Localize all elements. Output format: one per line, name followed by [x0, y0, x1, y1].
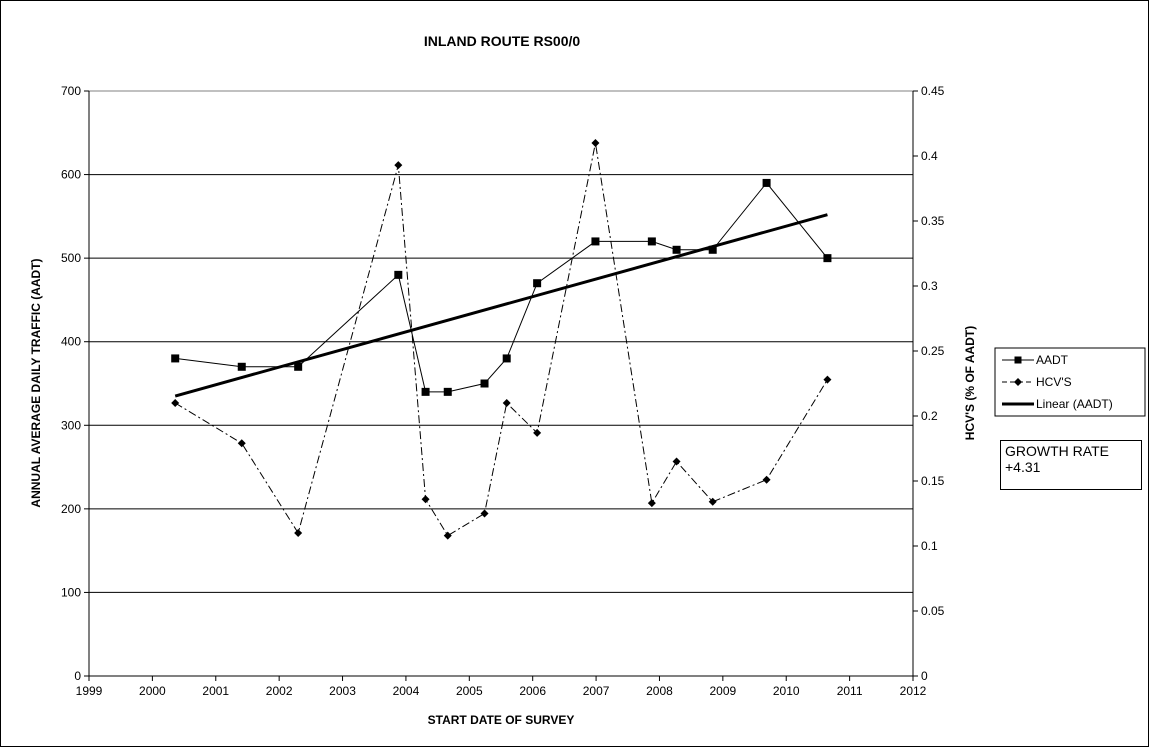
growth-rate-annotation: GROWTH RATE +4.31 — [1000, 440, 1142, 490]
axes-layer: 0 100 200 300 400 500 600 700 0 0.05 0.1 0.15 0.2 0.2… — [61, 84, 945, 698]
y-tick-label: 0 — [74, 669, 81, 683]
legend-linear-label: Linear (AADT) — [1036, 397, 1113, 411]
y2-axis-title: HCV'S (% OF AADT) — [963, 326, 977, 440]
x-tick-label: 2006 — [519, 684, 546, 698]
chart-title: INLAND ROUTE RS00/0 — [424, 33, 581, 49]
x-tick-label: 2005 — [456, 684, 483, 698]
hcv-point — [394, 161, 403, 170]
y2-tick-label: 0.35 — [921, 214, 945, 228]
hcv-point — [502, 399, 511, 407]
legend-hcv-marker — [1014, 378, 1022, 386]
x-tick-label: 2012 — [900, 684, 927, 698]
aadt-point — [443, 387, 452, 396]
x-tick-label: 1999 — [76, 684, 103, 698]
legend-hcv-label: HCV'S — [1036, 375, 1072, 389]
y-tick-label: 700 — [61, 84, 81, 98]
y2-tick-label: 0.45 — [921, 84, 945, 98]
hcv-point — [237, 439, 246, 448]
aadt-point — [533, 279, 542, 288]
y2-tick-label: 0 — [921, 669, 928, 683]
series-layer — [171, 139, 832, 540]
aadt-point — [394, 270, 403, 279]
x-tick-label: 2007 — [583, 684, 610, 698]
hcv-point — [294, 529, 303, 537]
y-tick-label: 100 — [61, 585, 81, 599]
aadt-point — [480, 379, 489, 388]
aadt-point — [502, 354, 511, 363]
aadt-point — [672, 245, 681, 254]
legend: AADT HCV'S Linear (AADT) — [994, 347, 1146, 417]
aadt-point — [421, 387, 430, 396]
grid-layer — [89, 174, 913, 593]
hcv-point — [762, 475, 771, 484]
hcv-point — [708, 497, 717, 506]
hcv-point — [591, 139, 600, 147]
y2-tick-label: 0.1 — [921, 539, 938, 553]
aadt-point — [708, 245, 717, 254]
x-tick-label: 2002 — [266, 684, 293, 698]
y2-tick-label: 0.25 — [921, 344, 945, 358]
x-tick-label: 2001 — [202, 684, 229, 698]
linear-trend-line — [174, 213, 828, 398]
x-tick-label: 2003 — [329, 684, 356, 698]
hcv-point — [480, 509, 489, 518]
y2-tick-label: 0.05 — [921, 604, 945, 618]
x-tick-label: 2010 — [773, 684, 800, 698]
hcv-point — [443, 531, 452, 540]
y-tick-label: 400 — [61, 335, 81, 349]
legend-aadt-label: AADT — [1036, 353, 1069, 367]
aadt-point — [294, 362, 303, 371]
x-axis-title: START DATE OF SURVEY — [428, 713, 575, 727]
hcv-point — [171, 399, 180, 407]
y2-tick-label: 0.2 — [921, 409, 938, 423]
y-tick-label: 300 — [61, 418, 81, 432]
aadt-series-line — [175, 182, 828, 393]
hcv-point — [647, 499, 656, 508]
x-tick-label: 2000 — [139, 684, 166, 698]
x-tick-label: 2009 — [709, 684, 736, 698]
growth-rate-value: +4.31 — [1005, 459, 1041, 475]
aadt-point — [591, 237, 600, 246]
growth-rate-label: GROWTH RATE — [1005, 443, 1109, 459]
aadt-point — [762, 178, 771, 187]
hcv-point — [421, 495, 430, 504]
hcv-point — [823, 375, 832, 384]
aadt-point — [171, 354, 180, 363]
aadt-point — [647, 237, 656, 246]
hcv-series-line — [174, 142, 828, 537]
y-tick-label: 500 — [61, 251, 81, 265]
x-tick-label: 2011 — [837, 684, 863, 698]
aadt-point — [237, 362, 246, 371]
y-axis-title: ANNUAL AVERAGE DAILY TRAFFIC (AADT) — [29, 258, 43, 507]
hcv-point — [533, 428, 542, 437]
plot-area — [88, 90, 914, 677]
x-tick-label: 2004 — [393, 684, 420, 698]
x-tick-label: 2008 — [646, 684, 673, 698]
hcv-point — [672, 457, 681, 466]
y2-tick-label: 0.4 — [921, 149, 938, 163]
aadt-point — [823, 254, 832, 263]
y-tick-label: 200 — [61, 502, 81, 516]
y2-tick-label: 0.15 — [921, 474, 945, 488]
y-tick-label: 600 — [61, 168, 81, 182]
y2-tick-label: 0.3 — [921, 279, 938, 293]
legend-aadt-marker — [1014, 356, 1022, 364]
